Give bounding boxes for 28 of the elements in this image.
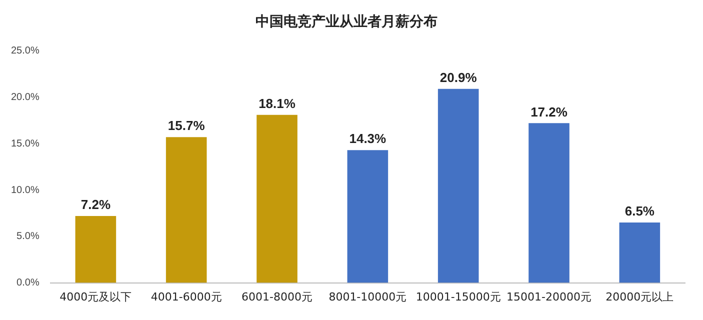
x-tick-label: 15001-20000元	[506, 290, 592, 304]
x-tick-label: 10001-15000元	[416, 290, 501, 304]
bar	[256, 114, 298, 283]
bar	[438, 88, 479, 283]
y-tick-label: 20.0%	[10, 92, 40, 103]
data-label: 15.7%	[168, 118, 206, 134]
y-tick-label: 15.0%	[10, 138, 40, 150]
chart-title: 中国电竞产业从业者月薪分布	[256, 13, 438, 30]
data-label: 14.3%	[349, 131, 387, 146]
y-tick-label: 5.0%	[16, 231, 40, 242]
data-label: 20.9%	[440, 70, 478, 85]
x-tick-label: 4001-6000元	[150, 290, 222, 304]
data-label: 18.1%	[258, 96, 296, 111]
bar	[347, 150, 388, 283]
data-label: 7.2%	[80, 197, 111, 212]
x-tick-label: 6001-8000元	[242, 290, 312, 304]
bar	[619, 222, 660, 283]
bar	[75, 216, 116, 283]
bar	[528, 123, 570, 283]
x-tick-label: 4000元及以下	[60, 290, 132, 304]
data-label: 17.2%	[530, 104, 568, 120]
y-tick-label: 25.0%	[10, 46, 40, 57]
bar	[166, 137, 207, 283]
y-tick-label: 0.0%	[16, 278, 40, 289]
x-tick-label: 8001-10000元	[328, 290, 407, 304]
data-label: 6.5%	[624, 204, 655, 219]
x-tick-label: 20000元以上	[606, 290, 674, 304]
y-tick-label: 10.0%	[10, 184, 40, 196]
